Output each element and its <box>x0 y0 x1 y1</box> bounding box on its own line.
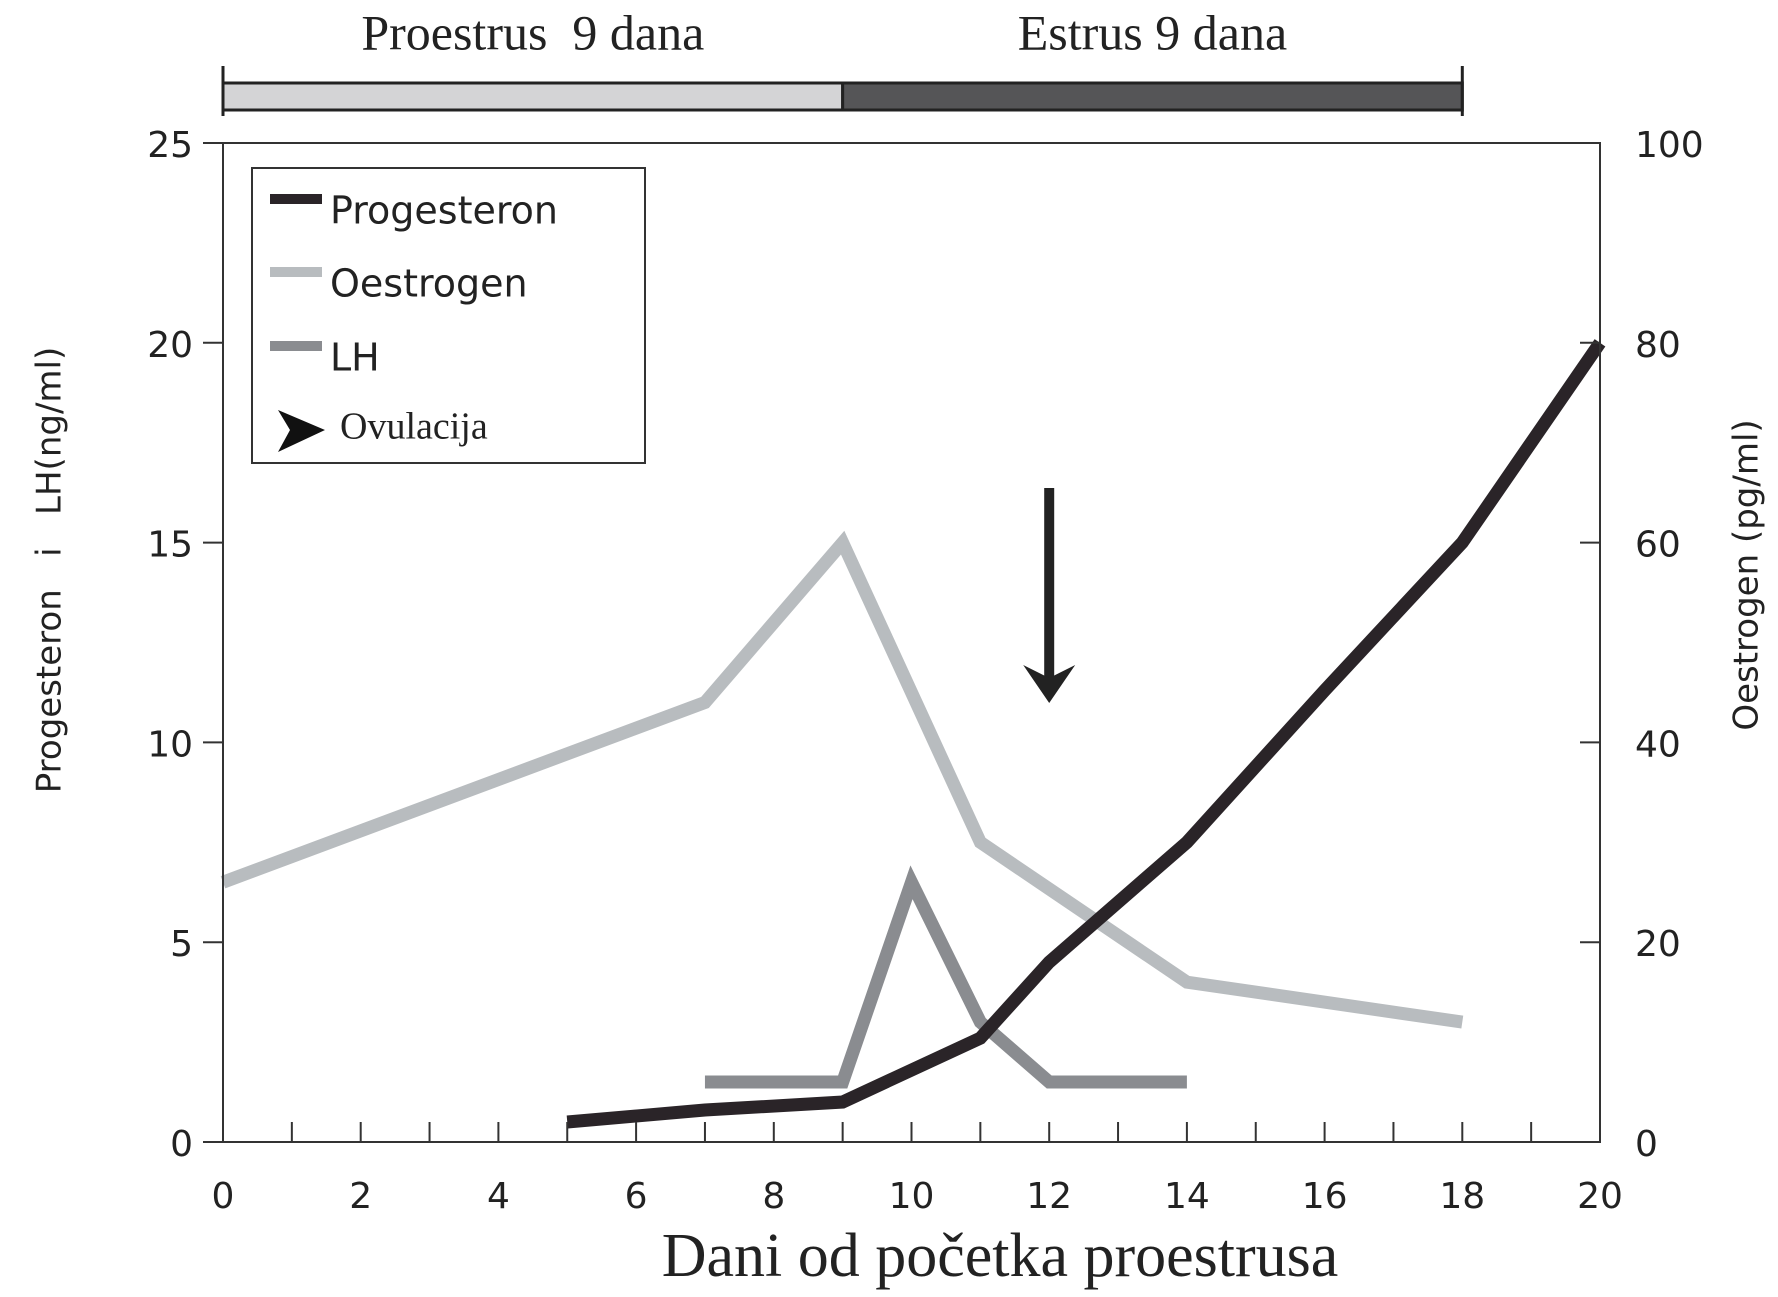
y2-tick-label: 0 <box>1635 1124 1658 1165</box>
y2-tick-label: 40 <box>1635 724 1681 765</box>
series-line <box>566 339 1606 1129</box>
x-tick-label: 2 <box>349 1176 372 1217</box>
ovulation-arrow-head <box>1023 665 1076 703</box>
legend-box <box>251 167 646 464</box>
y-tick-label: 25 <box>147 125 193 166</box>
legend-label: Progesteron <box>330 189 558 233</box>
y-axis-label: Progesteron i LH(ng/ml) <box>30 347 70 793</box>
legend-arrow-icon <box>278 410 325 452</box>
y2-tick-label: 100 <box>1635 125 1704 166</box>
y-tick-label: 15 <box>147 525 193 566</box>
x-tick-label: 16 <box>1302 1176 1348 1217</box>
legend-label: LH <box>330 336 380 380</box>
x-tick-label: 12 <box>1026 1176 1072 1217</box>
series-line <box>220 530 1464 1029</box>
x-tick-label: 10 <box>889 1176 935 1217</box>
x-tick-label: 18 <box>1439 1176 1485 1217</box>
y-tick-label: 5 <box>170 924 193 965</box>
phase-bar <box>841 81 1464 112</box>
phase-bar <box>221 81 845 112</box>
phase-label: Proestrus 9 dana <box>361 4 704 60</box>
x-tick-label: 6 <box>625 1176 648 1217</box>
y-tick-label: 0 <box>170 1124 193 1165</box>
y-tick-label: 20 <box>147 325 193 366</box>
legend-label: Oestrogen <box>330 262 528 306</box>
x-tick-label: 20 <box>1577 1176 1623 1217</box>
y2-tick-label: 80 <box>1635 325 1681 366</box>
x-tick-label: 8 <box>762 1176 785 1217</box>
x-tick-label: 4 <box>487 1176 510 1217</box>
y2-tick-label: 20 <box>1635 924 1681 965</box>
y2-axis-label: Oestrogen (pg/ml) <box>1727 419 1767 730</box>
series-line <box>704 865 1187 1089</box>
series-layer <box>220 339 1606 1129</box>
x-tick-label: 14 <box>1164 1176 1210 1217</box>
x-tick-label: 0 <box>212 1176 235 1217</box>
legend-label: Ovulacija <box>340 406 488 448</box>
x-axis-label: Dani od početka proestrusa <box>662 1222 1339 1290</box>
phase-label: Estrus 9 dana <box>1018 4 1287 60</box>
y-tick-label: 10 <box>147 724 193 765</box>
y2-tick-label: 60 <box>1635 525 1681 566</box>
